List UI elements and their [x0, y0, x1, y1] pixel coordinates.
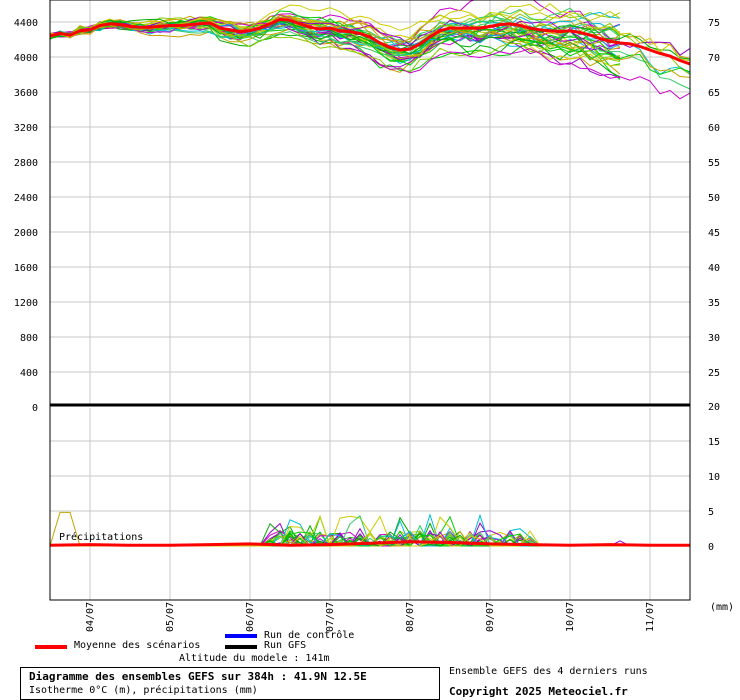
- right-tick-label: 40: [708, 263, 720, 274]
- left-tick-label: 400: [20, 368, 38, 379]
- legend-gfs-label: Run GFS: [264, 640, 307, 651]
- ensemble-note: Ensemble GEFS des 4 derniers runs: [449, 666, 648, 677]
- precip-member-line: [50, 515, 690, 547]
- left-tick-label: 1600: [14, 263, 38, 274]
- right-tick-label: 55: [708, 158, 720, 169]
- left-tick-label: 2400: [14, 193, 38, 204]
- legend-mean-line: [35, 645, 67, 649]
- right-tick-label: 45: [708, 228, 720, 239]
- legend-gfs-line: [225, 645, 257, 649]
- x-tick-label: 06/07: [245, 602, 256, 632]
- ensemble-member-line: [49, 26, 621, 75]
- mean-precip-line: [49, 540, 690, 547]
- x-tick-label: 07/07: [325, 602, 336, 632]
- right-tick-label: 10: [708, 472, 720, 483]
- left-tick-label: 3200: [14, 123, 38, 134]
- left-tick-label: 2000: [14, 228, 38, 239]
- x-tick-label: 09/07: [485, 602, 496, 632]
- precip-unit: (mm): [710, 602, 734, 613]
- legend-control-line: [225, 634, 257, 638]
- precip-member-line: [50, 513, 690, 548]
- x-tick-label: 04/07: [85, 602, 96, 632]
- right-tick-label: 5: [708, 507, 714, 518]
- right-tick-label: 65: [708, 88, 720, 99]
- precip-member-line: [49, 511, 690, 547]
- x-tick-label: 11/07: [645, 602, 656, 632]
- right-tick-label: 70: [708, 53, 720, 64]
- copyright: Copyright 2025 Meteociel.fr: [449, 685, 628, 698]
- mean-isotherm-line: [49, 17, 691, 66]
- ensemble-member-line: [49, 18, 691, 60]
- x-tick-label: 08/07: [405, 602, 416, 632]
- right-tick-label: 15: [708, 437, 720, 448]
- left-tick-label: 800: [20, 333, 38, 344]
- right-tick-label: 75: [708, 18, 720, 29]
- precip-panel: 0 5 10 15 20 (mm) Précipitations: [49, 402, 734, 613]
- right-tick-label: 50: [708, 193, 720, 204]
- ensemble-member-line: [49, 16, 691, 56]
- isotherm-panel: 0 400 800 1200 1600 2000 2400 2800 3200 3600 4000 4…: [14, 0, 720, 414]
- x-tick-label: 05/07: [165, 602, 176, 632]
- legend-mean-label: Moyenne des scénarios: [74, 640, 201, 651]
- footer-box: Diagramme des ensembles GEFS sur 384h : …: [20, 667, 440, 700]
- footer-title: Diagramme des ensembles GEFS sur 384h : …: [29, 670, 367, 683]
- x-tick-label: 10/07: [565, 602, 576, 632]
- right-tick-label: 60: [708, 123, 720, 134]
- ensemble-member-line: [49, 4, 691, 62]
- top-frame: [49, 0, 691, 406]
- ensemble-chart: 0400800120016002000240028003200360040004…: [14, 0, 734, 632]
- footer-subtitle: Isotherme 0°C (m), précipitations (mm): [29, 685, 258, 696]
- left-tick-label: 0: [32, 403, 38, 414]
- left-tick-label: 1200: [14, 298, 38, 309]
- precip-member-line: [50, 515, 690, 548]
- ensemble-member-line: [49, 14, 691, 100]
- precip-panel-label: Précipitations: [59, 531, 143, 543]
- legend-control-label: Run de contrôle: [264, 630, 355, 641]
- left-tick-label: 2800: [14, 158, 38, 169]
- left-tick-label: 4000: [14, 53, 38, 64]
- bottom-frame: [49, 404, 691, 601]
- right-tick-label: 30: [708, 333, 720, 344]
- right-tick-label: 0: [708, 542, 714, 553]
- right-tick-label: 20: [708, 402, 720, 413]
- altitude-label: Altitude du modele : 141m: [179, 653, 330, 664]
- right-tick-label: 25: [708, 368, 720, 379]
- left-tick-label: 4400: [14, 18, 38, 29]
- right-tick-label: 35: [708, 298, 720, 309]
- left-tick-label: 3600: [14, 88, 38, 99]
